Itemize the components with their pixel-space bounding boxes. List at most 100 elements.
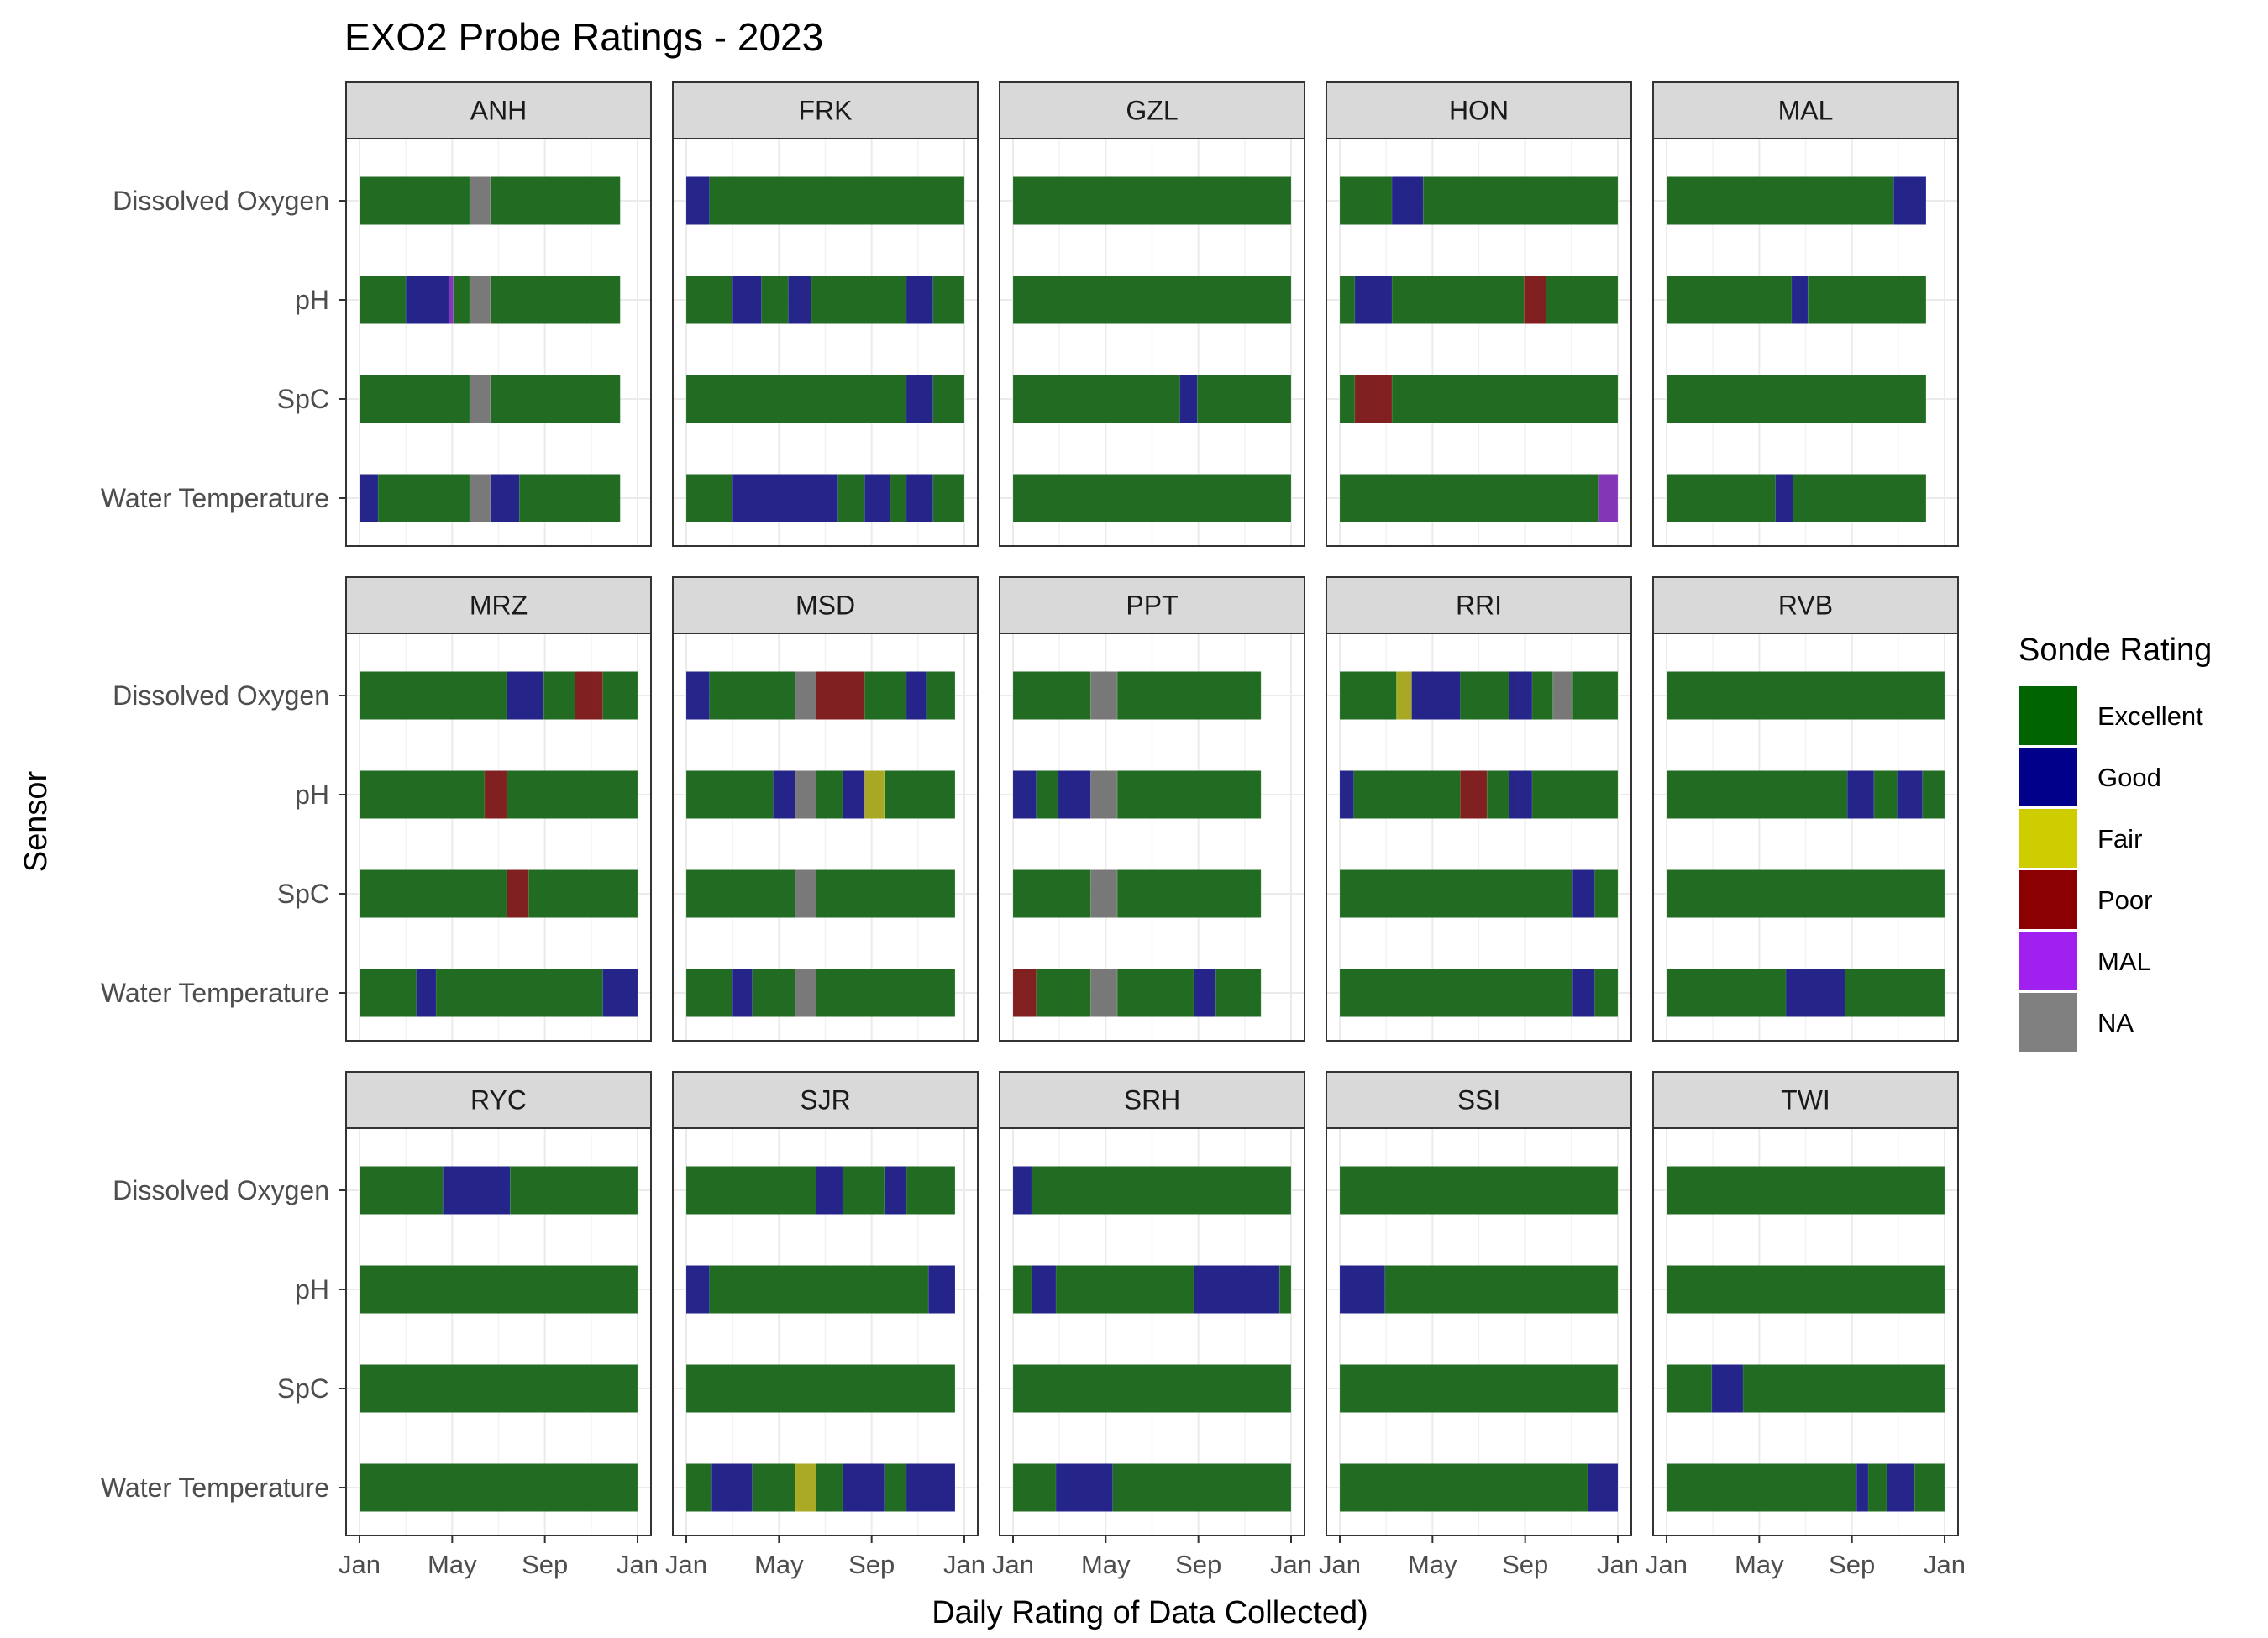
facet-strip-label: MSD bbox=[795, 591, 855, 621]
daily-tick-marks bbox=[816, 869, 955, 918]
daily-tick-marks bbox=[1914, 1463, 1945, 1512]
daily-tick-marks bbox=[1887, 1463, 1914, 1512]
daily-tick-marks bbox=[543, 671, 575, 720]
daily-tick-marks bbox=[773, 770, 795, 819]
daily-tick-marks bbox=[686, 770, 773, 819]
legend-item-na: NA bbox=[2019, 993, 2134, 1052]
bar-segment-anh-water-temperature bbox=[360, 474, 379, 522]
facet-srh: SRH Jan May Sep Jan bbox=[992, 1071, 1312, 1579]
facet-gzl: GZL bbox=[999, 81, 1305, 547]
bar-segment-twi-dissolved-oxygen bbox=[1667, 1166, 1945, 1215]
daily-tick-marks bbox=[1340, 770, 1354, 819]
bar-segment-frk-ph bbox=[761, 276, 789, 324]
daily-tick-marks bbox=[711, 1463, 753, 1512]
bar-segment-frk-water-temperature bbox=[732, 474, 838, 522]
bar-segment-rri-dissolved-oxygen bbox=[1531, 671, 1553, 720]
y-tick-label: SpC bbox=[277, 879, 329, 909]
x-tick-label: Sep bbox=[1175, 1550, 1221, 1579]
daily-tick-marks bbox=[1594, 869, 1618, 918]
bar-segment-frk-ph bbox=[932, 276, 964, 324]
bar-segment-ssi-dissolved-oxygen bbox=[1340, 1166, 1618, 1215]
daily-tick-marks bbox=[1056, 1265, 1194, 1314]
facet-hon: HON bbox=[1326, 81, 1632, 547]
bar-segment-rri-dissolved-oxygen bbox=[1396, 671, 1412, 720]
bar-segment-mrz-ph bbox=[484, 770, 507, 819]
daily-tick-marks bbox=[816, 671, 864, 720]
daily-tick-marks bbox=[507, 671, 543, 720]
daily-tick-marks bbox=[1340, 671, 1397, 720]
bar-segment-sjr-water-temperature bbox=[711, 1463, 753, 1512]
daily-tick-marks bbox=[1340, 375, 1355, 423]
legend: Sonde Rating Excellent Good Fair Poor MAL NA bbox=[2019, 633, 2212, 1052]
bar-segment-sjr-dissolved-oxygen bbox=[843, 1166, 885, 1215]
daily-tick-marks bbox=[732, 474, 838, 522]
bar-segment-mrz-dissolved-oxygen bbox=[543, 671, 575, 720]
x-tick-label: Jan bbox=[1319, 1550, 1361, 1579]
bar-segment-rri-spc bbox=[1594, 869, 1618, 918]
bar-segment-twi-spc bbox=[1743, 1364, 1945, 1413]
bar-segment-frk-spc bbox=[686, 375, 907, 423]
daily-tick-marks bbox=[491, 276, 620, 324]
bar-segment-rri-dissolved-oxygen bbox=[1460, 671, 1509, 720]
bar-segment-mrz-spc bbox=[360, 869, 507, 918]
bar-segment-sjr-ph bbox=[928, 1265, 955, 1314]
daily-tick-marks bbox=[528, 869, 638, 918]
legend-item-fair: Fair bbox=[2019, 809, 2142, 868]
bar-segment-sjr-water-temperature bbox=[795, 1463, 816, 1512]
bar-segment-anh-spc bbox=[360, 375, 470, 423]
facet-strip-label: SJR bbox=[800, 1085, 850, 1116]
bar-segment-srh-spc bbox=[1013, 1364, 1291, 1413]
daily-tick-marks bbox=[1667, 1364, 1712, 1413]
daily-tick-marks bbox=[686, 276, 732, 324]
bar-segment-frk-water-temperature bbox=[932, 474, 964, 522]
daily-tick-marks bbox=[788, 276, 811, 324]
bar-segment-anh-water-temperature bbox=[470, 474, 491, 522]
bar-segment-rvb-dissolved-oxygen bbox=[1667, 671, 1945, 720]
bar-segment-ssi-water-temperature bbox=[1340, 1463, 1588, 1512]
facet-strip bbox=[672, 1071, 979, 1129]
bar-segment-mrz-water-temperature bbox=[416, 969, 437, 1017]
bar-segment-hon-ph bbox=[1392, 276, 1525, 324]
daily-tick-marks bbox=[686, 176, 710, 225]
daily-tick-marks bbox=[906, 375, 933, 423]
facet-strip bbox=[1652, 576, 1959, 634]
daily-tick-marks bbox=[686, 1166, 816, 1215]
bar-segment-ppt-water-temperature bbox=[1194, 969, 1216, 1017]
daily-tick-marks bbox=[1013, 869, 1090, 918]
daily-tick-marks bbox=[1808, 276, 1926, 324]
bar-segment-mrz-spc bbox=[528, 869, 638, 918]
bar-segment-ppt-dissolved-oxygen bbox=[1117, 671, 1262, 720]
facet-strip bbox=[1326, 1071, 1632, 1129]
facet-sjr: SJR Jan May Sep Jan bbox=[665, 1071, 985, 1579]
bar-segment-sjr-dissolved-oxygen bbox=[884, 1166, 907, 1215]
daily-tick-marks bbox=[933, 474, 964, 522]
facet-rvb: RVB bbox=[1652, 576, 1959, 1042]
daily-tick-marks bbox=[1197, 375, 1291, 423]
daily-tick-marks bbox=[1588, 1463, 1618, 1512]
daily-tick-marks bbox=[686, 1265, 710, 1314]
daily-tick-marks bbox=[1013, 770, 1037, 819]
bar-segment-ssi-spc bbox=[1340, 1364, 1618, 1413]
daily-tick-marks bbox=[449, 276, 454, 324]
bar-segment-anh-water-temperature bbox=[378, 474, 470, 522]
daily-tick-marks bbox=[378, 474, 470, 522]
x-tick-label: Sep bbox=[848, 1550, 895, 1579]
daily-tick-marks bbox=[732, 969, 753, 1017]
daily-tick-marks bbox=[1215, 969, 1261, 1017]
bar-segment-msd-dissolved-oxygen bbox=[906, 671, 927, 720]
daily-tick-marks bbox=[1460, 671, 1509, 720]
bar-segment-srh-ph bbox=[1056, 1265, 1194, 1314]
daily-tick-marks bbox=[360, 869, 507, 918]
bar-segment-gzl-spc bbox=[1179, 375, 1198, 423]
daily-tick-marks bbox=[1897, 770, 1923, 819]
daily-tick-marks bbox=[1117, 671, 1261, 720]
legend-label: Excellent bbox=[2097, 701, 2203, 731]
daily-tick-marks bbox=[507, 869, 528, 918]
bar-segment-ryc-dissolved-oxygen bbox=[443, 1166, 511, 1215]
bar-segment-hon-ph bbox=[1354, 276, 1393, 324]
y-tick-label: Dissolved Oxygen bbox=[113, 1175, 329, 1205]
bar-segment-anh-water-temperature bbox=[519, 474, 621, 522]
bar-segment-rvb-water-temperature bbox=[1667, 969, 1787, 1017]
facet-strip-label: MRZ bbox=[470, 591, 528, 621]
